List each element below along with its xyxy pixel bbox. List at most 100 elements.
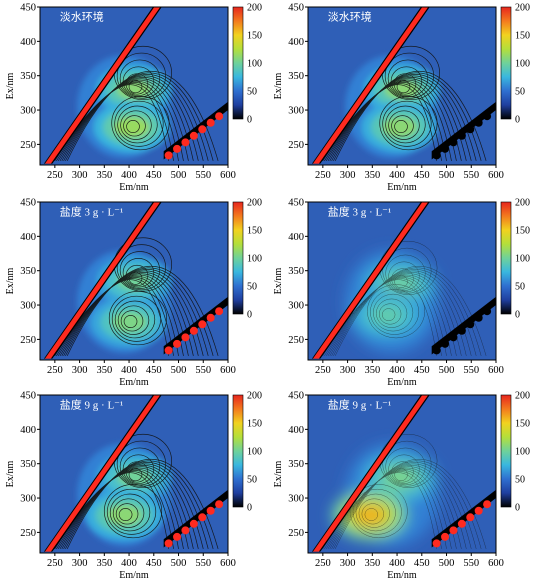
x-tick-label: 400 — [389, 170, 405, 181]
second-order-scatter-point — [474, 506, 483, 515]
second-order-band — [163, 296, 228, 355]
second-order-band — [431, 296, 496, 355]
peak-contour — [391, 115, 414, 137]
contour-line — [59, 465, 199, 550]
colorbar-tick-label: 200 — [247, 391, 262, 402]
contour-line — [333, 460, 482, 549]
colorbar-tick-label: 150 — [515, 419, 530, 430]
peak-contour — [394, 120, 408, 134]
rayleigh-band — [44, 395, 161, 552]
peak-contour — [108, 291, 168, 346]
peak-contour — [117, 305, 150, 335]
plot-frame — [39, 201, 229, 361]
panel-label: 淡水环境 — [60, 10, 104, 24]
peak-contour — [122, 454, 155, 484]
peak-contour — [117, 105, 158, 144]
peak-contour — [352, 488, 402, 535]
y-axis-label: Ex/nm — [5, 72, 16, 99]
second-order-scatter-point — [466, 513, 475, 522]
y-tick-label: 250 — [288, 140, 304, 151]
y-tick-label: 250 — [288, 335, 304, 346]
colorbar-tick-label: 100 — [247, 59, 262, 70]
plot-frame — [307, 201, 497, 361]
panel-bottom-right: 盐度 9 g · L⁻¹ 250 300 350 400 450 500 550 600 250 3… — [268, 388, 536, 586]
x-axis-label: Em/nm — [387, 182, 417, 193]
second-order-scatter-point — [441, 532, 450, 541]
peak-contour — [385, 105, 426, 144]
peak-contour — [120, 310, 144, 332]
peak-contour — [361, 503, 384, 525]
panel-bottom-left: 盐度 9 g · L⁻¹ 250 300 350 400 450 500 550 600 250 3… — [0, 388, 268, 586]
peak-contour — [109, 493, 151, 532]
x-tick-label: 400 — [389, 365, 405, 376]
contour-line — [59, 77, 199, 162]
rayleigh-band — [44, 202, 161, 359]
second-order-scatter-point — [474, 118, 483, 127]
peak-contour — [120, 110, 152, 140]
peak-contour — [103, 484, 163, 539]
panel-top-right: 淡水环境 250 300 350 400 450 500 550 600 250 300 350 400… — [268, 0, 536, 198]
x-tick-label: 600 — [220, 365, 236, 376]
colorbar-tick-label: 200 — [247, 198, 262, 209]
peak-contour — [376, 298, 408, 328]
y-tick-label: 450 — [20, 198, 36, 209]
contour-line — [322, 276, 452, 357]
colorbar-tick-label: 100 — [515, 59, 530, 70]
panel-label: 盐度 9 g · L⁻¹ — [328, 398, 392, 412]
y-tick-label: 350 — [20, 459, 36, 470]
x-axis-label: Em/nm — [119, 377, 149, 388]
peak-contour — [384, 52, 435, 99]
x-tick-label: 600 — [220, 558, 236, 569]
second-order-scatter-point — [466, 320, 475, 329]
colorbar-tick-label: 0 — [247, 115, 252, 126]
contour-line — [331, 74, 477, 162]
panel-label: 淡水环境 — [328, 10, 372, 24]
contour-line — [327, 272, 467, 357]
contour-line — [65, 72, 214, 162]
y-axis-label: Ex/nm — [5, 460, 16, 487]
x-tick-label: 300 — [340, 365, 356, 376]
peak-contour — [385, 254, 426, 293]
x-tick-label: 500 — [439, 170, 455, 181]
colorbar-tick-label: 150 — [247, 226, 262, 237]
contour-line — [57, 466, 194, 550]
peak-contour — [394, 468, 408, 482]
x-axis-label: Em/nm — [119, 570, 149, 581]
colorbar-tick-label: 0 — [515, 503, 520, 514]
colorbar-tick-label: 50 — [247, 87, 257, 98]
colorbar — [500, 394, 512, 508]
second-order-scatter-point — [457, 326, 466, 335]
x-axis-label: Em/nm — [387, 377, 417, 388]
x-axis-label: Em/nm — [387, 570, 417, 581]
second-order-scatter-point — [173, 532, 182, 541]
x-tick-label: 600 — [220, 170, 236, 181]
x-tick-label: 500 — [439, 365, 455, 376]
plot-frame — [307, 6, 497, 166]
y-tick-label: 300 — [20, 494, 36, 505]
x-tick-label: 300 — [340, 558, 356, 569]
peak-contour — [379, 96, 438, 151]
contour-line — [57, 273, 194, 357]
second-order-scatter-point — [215, 112, 224, 121]
second-order-scatter-point — [181, 333, 190, 342]
second-order-scatter-point — [441, 144, 450, 153]
second-order-scatter-point — [198, 320, 207, 329]
second-order-scatter-point — [198, 125, 207, 134]
x-tick-label: 350 — [364, 365, 380, 376]
peak-contour — [382, 440, 432, 487]
second-order-band — [163, 489, 228, 548]
contour-line — [325, 78, 462, 162]
x-tick-label: 250 — [315, 365, 331, 376]
x-tick-label: 250 — [315, 170, 331, 181]
peak-contour — [111, 96, 170, 151]
peak-contour — [125, 264, 149, 287]
contour-line — [57, 78, 194, 162]
x-tick-label: 250 — [47, 365, 63, 376]
y-tick-label: 300 — [288, 106, 304, 117]
second-order-scatter-point — [206, 506, 215, 515]
colorbar-tick-label: 100 — [247, 447, 262, 458]
colorbar-tick-label: 150 — [515, 226, 530, 237]
x-tick-label: 300 — [340, 170, 356, 181]
